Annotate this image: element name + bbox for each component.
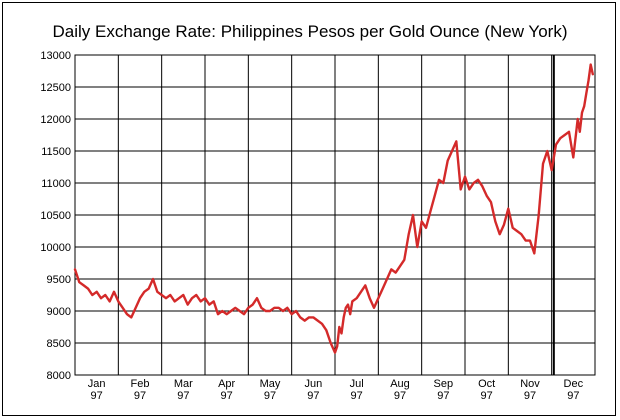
x-tick-month-label: Oct xyxy=(478,378,495,390)
x-tick-month-label: Feb xyxy=(131,378,150,390)
y-tick-label: 10000 xyxy=(40,242,71,254)
chart-title: Daily Exchange Rate: Philippines Pesos p… xyxy=(52,22,568,41)
x-tick-month-label: Nov xyxy=(520,378,540,390)
x-tick-month-label: May xyxy=(260,378,281,390)
y-tick-label: 11000 xyxy=(41,178,71,190)
x-tick-year-label: 97 xyxy=(567,390,579,402)
x-tick-year-label: 97 xyxy=(524,390,536,402)
x-tick-month-label: Jul xyxy=(350,378,364,390)
x-tick-month-label: Sep xyxy=(434,378,454,390)
x-tick-month-label: Mar xyxy=(174,378,193,390)
y-tick-label: 8500 xyxy=(47,338,71,350)
y-tick-label: 8000 xyxy=(47,370,71,382)
x-tick-year-label: 97 xyxy=(264,390,276,402)
series-line xyxy=(73,63,594,354)
y-tick-label: 12500 xyxy=(40,82,71,94)
y-tick-label: 12000 xyxy=(40,114,71,126)
x-tick-month-label: Dec xyxy=(564,378,584,390)
x-tick-year-label: 97 xyxy=(307,390,319,402)
y-tick-label: 13000 xyxy=(40,50,71,62)
y-tick-label: 9500 xyxy=(47,274,71,286)
x-tick-month-label: Jun xyxy=(304,378,322,390)
series-layer xyxy=(73,63,594,354)
x-tick-month-label: Aug xyxy=(390,378,410,390)
y-tick-label: 10500 xyxy=(40,210,71,222)
x-tick-year-label: 97 xyxy=(437,390,449,402)
x-tick-year-label: 97 xyxy=(91,390,103,402)
x-tick-month-label: Jan xyxy=(88,378,106,390)
x-tick-year-label: 97 xyxy=(351,390,363,402)
x-tick-year-label: 97 xyxy=(394,390,406,402)
x-tick-month-label: Apr xyxy=(218,378,235,390)
y-tick-label: 9000 xyxy=(47,306,71,318)
x-tick-year-label: 97 xyxy=(134,390,146,402)
x-tick-labels: Jan97Feb97Mar97Apr97May97Jun97Jul97Aug97… xyxy=(88,378,584,402)
grid-layer xyxy=(75,55,595,375)
x-tick-year-label: 97 xyxy=(177,390,189,402)
x-tick-year-label: 97 xyxy=(481,390,493,402)
chart-frame xyxy=(2,2,616,416)
x-tick-year-label: 97 xyxy=(221,390,233,402)
y-tick-labels: 8000 8500 9000 9500 10000 10500 11000 11500 1200… xyxy=(40,50,71,382)
y-tick-label: 11500 xyxy=(41,146,71,158)
